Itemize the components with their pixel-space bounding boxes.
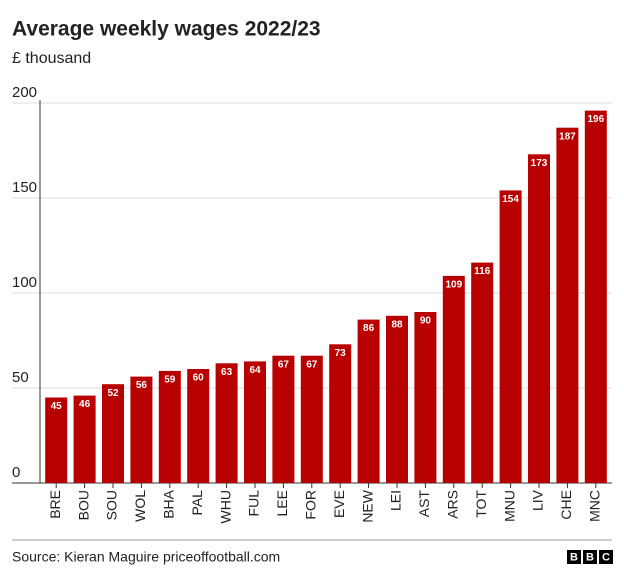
value-label: 67 [278, 359, 290, 370]
logo-box [583, 550, 597, 564]
value-label: 116 [474, 266, 491, 277]
x-tick-label: ARS [445, 490, 461, 519]
y-tick-label: 100 [12, 274, 37, 291]
x-tick-label: FUL [246, 490, 262, 517]
value-label: 64 [249, 365, 261, 376]
bar [73, 395, 96, 483]
bar [471, 262, 494, 483]
bar [215, 363, 238, 483]
bar [329, 344, 352, 483]
x-tick-label: WOL [132, 490, 148, 522]
chart-title: Average weekly wages 2022/23 [12, 18, 321, 41]
x-tick-label: WHU [217, 490, 233, 523]
bar [386, 315, 408, 483]
y-tick-label: 0 [12, 464, 20, 481]
value-label: 154 [502, 194, 519, 205]
y-tick-label: 200 [12, 84, 37, 101]
x-tick-label: BHA [161, 489, 177, 518]
logo-letter: C [602, 551, 610, 563]
value-label: 52 [107, 388, 119, 399]
x-tick-label: LEE [274, 490, 290, 516]
bar [584, 110, 607, 483]
logo-letter: B [570, 551, 578, 563]
value-label: 187 [559, 131, 576, 142]
x-tick-label: PAL [189, 490, 205, 516]
logo-box [567, 550, 581, 564]
value-label: 60 [193, 373, 205, 384]
value-label: 67 [306, 359, 318, 370]
logo-box [599, 550, 613, 564]
x-tick-label: AST [416, 490, 432, 518]
x-tick-label: LEI [388, 490, 404, 511]
value-label: 173 [531, 158, 548, 169]
value-label: 109 [445, 280, 462, 291]
value-label: 90 [420, 316, 432, 327]
value-label: 56 [136, 380, 148, 391]
value-label: 196 [587, 114, 604, 125]
value-label: 59 [164, 375, 176, 386]
y-tick-label: 50 [12, 369, 29, 386]
x-tick-label: MNC [587, 490, 603, 522]
x-tick-label: NEW [359, 489, 375, 522]
value-label: 45 [51, 401, 63, 412]
bar [556, 127, 579, 483]
bar [357, 319, 380, 483]
x-tick-label: FOR [303, 490, 319, 520]
value-label: 86 [363, 323, 375, 334]
source: Source: Kieran Maguire priceoffootball.c… [12, 549, 280, 565]
x-tick-label: BRE [47, 490, 63, 519]
bar [442, 275, 465, 483]
x-tick-label: BOU [75, 490, 91, 520]
x-tick-label: MNU [501, 490, 517, 522]
bar [528, 154, 550, 484]
x-tick-label: SOU [104, 490, 120, 520]
value-label: 73 [335, 348, 347, 359]
bar [130, 376, 153, 483]
x-tick-label: EVE [331, 490, 347, 518]
chart-subtitle: £ thousand [12, 50, 91, 67]
bar [499, 190, 522, 483]
bar [244, 361, 266, 483]
bar [414, 312, 437, 483]
bar [187, 369, 210, 483]
bar [45, 397, 68, 483]
value-label: 63 [221, 367, 233, 378]
value-label: 88 [391, 319, 403, 330]
bar [158, 370, 181, 483]
x-tick-label: TOT [473, 490, 489, 518]
bar [300, 355, 323, 483]
value-label: 46 [79, 399, 91, 410]
y-tick-label: 150 [12, 179, 37, 196]
x-tick-label: CHE [558, 490, 574, 520]
bar [272, 355, 295, 483]
logo-letter: B [586, 551, 594, 563]
x-tick-label: LIV [530, 489, 546, 511]
bar [102, 384, 124, 483]
